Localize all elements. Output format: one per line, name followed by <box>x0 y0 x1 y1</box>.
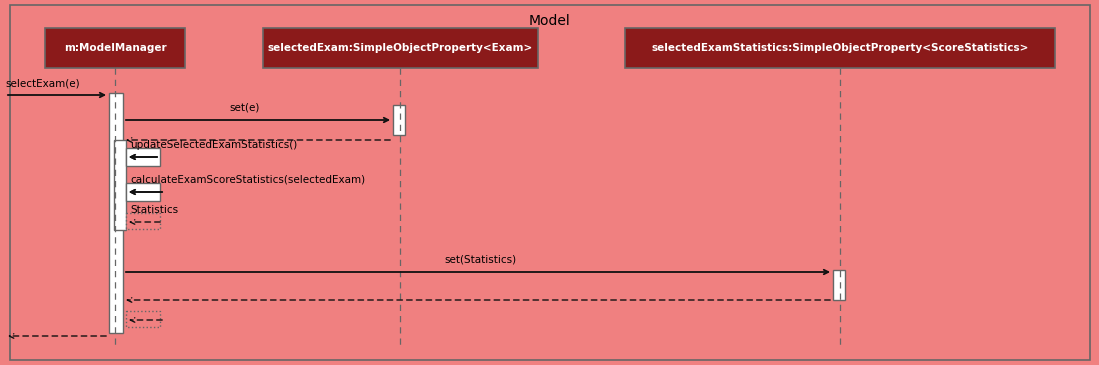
Bar <box>126 311 160 327</box>
Bar <box>625 28 1055 68</box>
Bar <box>126 183 160 201</box>
Text: set(Statistics): set(Statistics) <box>444 255 517 265</box>
Bar <box>126 213 160 229</box>
Bar <box>393 105 406 135</box>
Text: selectExam(e): selectExam(e) <box>5 78 79 88</box>
Bar <box>263 28 537 68</box>
Text: Model: Model <box>529 14 570 28</box>
Bar <box>833 270 845 300</box>
Text: selectedExam:SimpleObjectProperty<Exam>: selectedExam:SimpleObjectProperty<Exam> <box>267 43 533 53</box>
Bar <box>126 148 160 166</box>
Text: updateSelectedExamStatistics(): updateSelectedExamStatistics() <box>130 140 297 150</box>
Text: calculateExamScoreStatistics(selectedExam): calculateExamScoreStatistics(selectedExa… <box>130 175 365 185</box>
Text: set(e): set(e) <box>230 103 260 113</box>
Text: Statistics: Statistics <box>130 205 178 215</box>
Bar <box>114 140 126 230</box>
Text: m:ModelManager: m:ModelManager <box>64 43 166 53</box>
Text: selectedExamStatistics:SimpleObjectProperty<ScoreStatistics>: selectedExamStatistics:SimpleObjectPrope… <box>652 43 1029 53</box>
Bar <box>45 28 185 68</box>
Bar <box>109 93 123 333</box>
